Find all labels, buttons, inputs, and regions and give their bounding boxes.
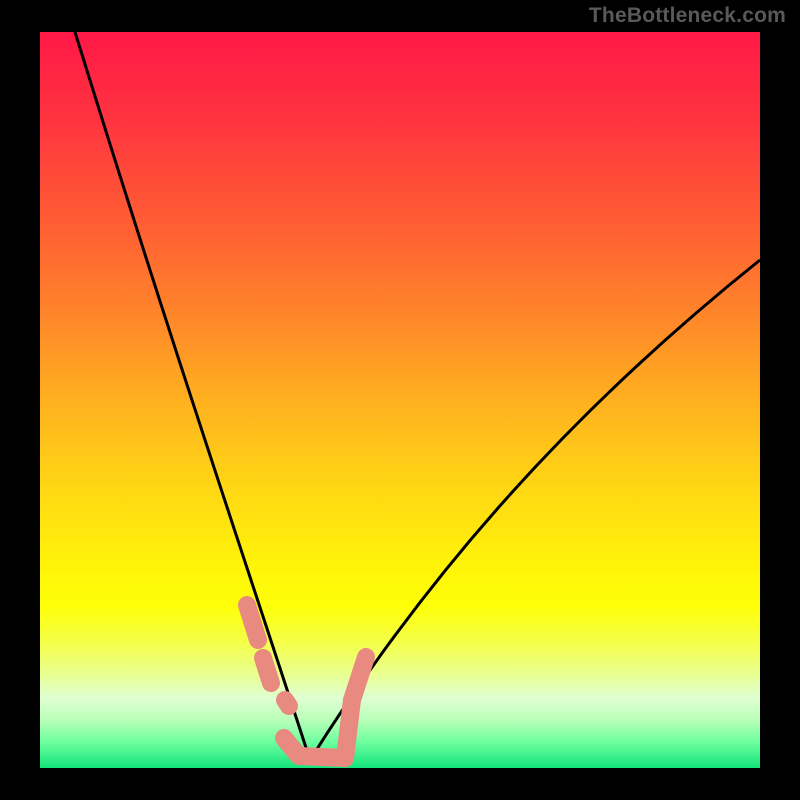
bottleneck-chart xyxy=(0,0,800,800)
chart-stage: TheBottleneck.com xyxy=(0,0,800,800)
plot-background xyxy=(40,32,760,768)
watermark-text: TheBottleneck.com xyxy=(589,4,786,28)
